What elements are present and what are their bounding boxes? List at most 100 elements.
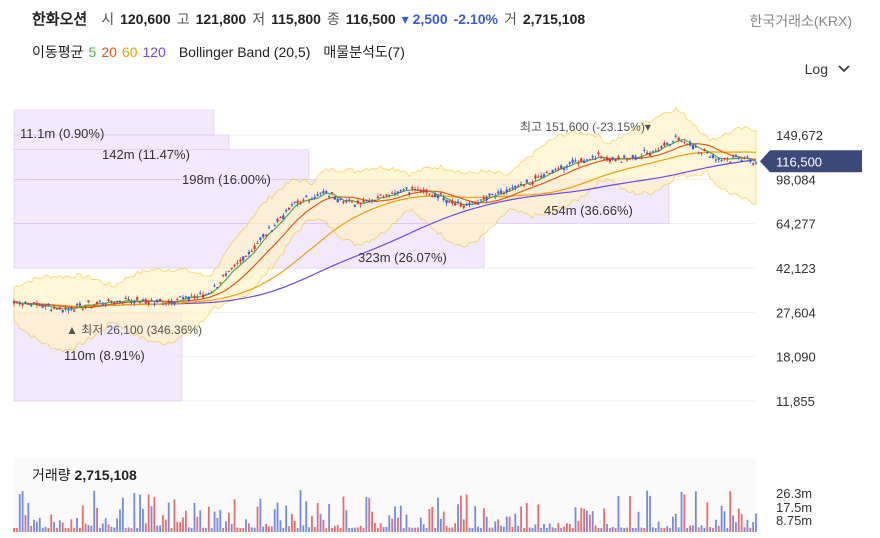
current-price-label: 116,500 <box>776 154 822 169</box>
candle <box>459 203 463 207</box>
candle <box>345 201 348 203</box>
ma-label[interactable]: 이동평균 <box>32 44 84 60</box>
candle <box>35 302 39 306</box>
volume-bar <box>216 518 219 532</box>
candle <box>256 242 259 244</box>
candle <box>130 301 133 303</box>
candle <box>247 251 251 255</box>
volume-bar <box>107 524 110 532</box>
candle <box>230 268 233 270</box>
volume-bar <box>58 520 61 532</box>
candle <box>138 301 142 303</box>
candle <box>121 301 124 303</box>
ma20-label[interactable]: 20 <box>101 44 117 60</box>
volume-profile-label: 11.1m (0.90%) <box>20 126 104 141</box>
volume-bar <box>755 513 757 532</box>
volume-bar <box>560 527 563 532</box>
ma120-label[interactable]: 120 <box>142 44 166 60</box>
candle <box>299 201 302 203</box>
candle <box>485 196 488 201</box>
volume-bar <box>382 527 385 532</box>
volume-bar <box>374 523 376 532</box>
volume-bar <box>64 527 67 532</box>
volume-bar <box>205 527 207 532</box>
volume-bar <box>657 521 660 532</box>
candle <box>634 156 637 160</box>
candle <box>250 250 253 252</box>
volume-bar <box>371 511 374 532</box>
candle <box>611 157 614 160</box>
candle <box>568 162 571 164</box>
volume-bar <box>233 499 236 532</box>
candle <box>402 189 405 191</box>
candle <box>273 225 276 227</box>
volume-bar <box>50 514 53 532</box>
volume-bar <box>540 527 543 532</box>
volume-bar <box>439 518 442 532</box>
volume-profile-label: 110m (8.91%) <box>64 348 145 363</box>
candle <box>637 157 640 159</box>
volume-bar <box>239 527 242 532</box>
indicator-bar: 이동평균 5 20 60 120 Bollinger Band (20,5) 매… <box>32 42 405 62</box>
candle <box>336 198 339 202</box>
ma60-line <box>14 151 757 307</box>
candle <box>522 184 526 186</box>
ma5-label[interactable]: 5 <box>88 44 97 60</box>
volume-bar <box>603 508 606 532</box>
scale-toggle[interactable]: Log <box>805 61 850 77</box>
volume-bar <box>288 526 290 532</box>
candle <box>379 194 382 196</box>
volume-bar <box>104 518 107 532</box>
candle <box>199 292 202 294</box>
volume-bar <box>328 504 331 532</box>
candle <box>144 299 147 304</box>
candle <box>726 158 729 160</box>
volume-bar <box>44 526 47 532</box>
candle <box>625 159 629 161</box>
volume-profile-label: 454m (36.66%) <box>544 203 633 218</box>
candle <box>216 287 219 289</box>
volume-bar <box>276 502 279 532</box>
candle <box>201 294 205 298</box>
candle <box>75 303 79 305</box>
candle <box>396 191 399 194</box>
volume-bar <box>631 527 634 532</box>
candle <box>591 156 594 158</box>
volume-bar <box>608 528 611 532</box>
candle <box>456 201 460 203</box>
candle <box>554 169 557 171</box>
candle <box>359 203 362 205</box>
candle <box>133 301 136 304</box>
volume-bar <box>520 506 522 532</box>
volume-bar <box>717 525 720 532</box>
volume-bar <box>47 527 50 532</box>
ma60-label[interactable]: 60 <box>121 44 138 60</box>
volume-bar <box>21 491 24 532</box>
candle <box>706 152 709 154</box>
bollinger-label[interactable]: Bollinger Band (20,5) <box>178 44 311 60</box>
volume-value: 2,715,108 <box>522 11 586 27</box>
volume-bar <box>732 515 734 532</box>
candle <box>32 302 36 304</box>
candle <box>565 165 569 168</box>
volume-bar <box>465 494 468 532</box>
volume-bar <box>173 499 176 532</box>
volume-bar <box>170 527 173 532</box>
candle <box>55 308 59 310</box>
candle <box>53 307 56 309</box>
volume-bar <box>460 495 462 532</box>
volume-profile-label[interactable]: 매물분석도(7) <box>323 44 405 60</box>
candle <box>350 201 354 203</box>
candle <box>603 158 606 160</box>
volume-bar <box>694 491 697 532</box>
volume-bar <box>299 490 302 532</box>
candle <box>686 143 689 145</box>
volume-bar <box>36 521 38 532</box>
stock-name: 한화오션 <box>32 11 88 28</box>
candle <box>411 187 414 189</box>
volume-bar <box>494 521 497 532</box>
volume-bar <box>282 527 285 532</box>
volume-bar <box>666 526 669 532</box>
candle <box>127 299 130 301</box>
